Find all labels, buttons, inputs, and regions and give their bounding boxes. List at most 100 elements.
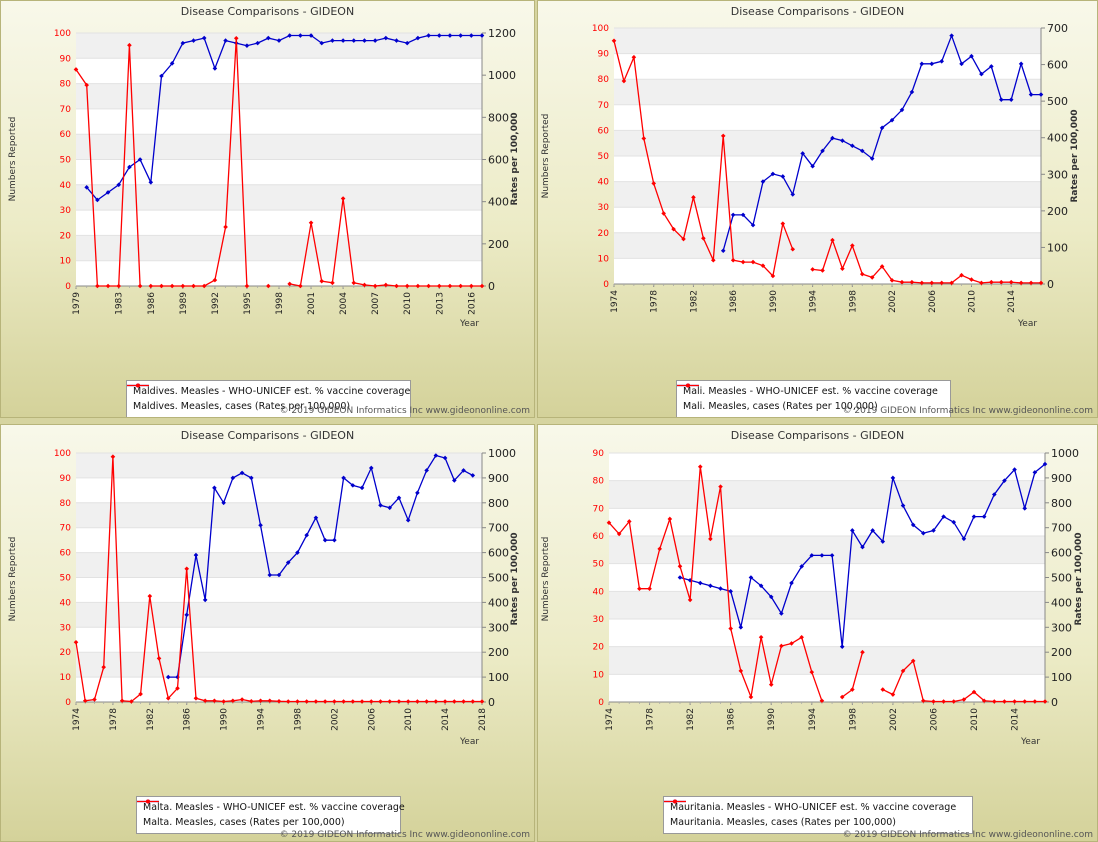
y-tick-label-left: 0 xyxy=(603,280,609,290)
data-point-1 xyxy=(981,698,987,704)
grid-band xyxy=(609,591,1045,619)
grid-band xyxy=(76,235,482,261)
data-point-0 xyxy=(452,478,457,483)
data-point-1 xyxy=(809,669,815,675)
y-tick-label-right: 500 xyxy=(1047,95,1068,108)
x-tick-label: 1986 xyxy=(727,708,737,731)
y-tick-label-left: 40 xyxy=(60,598,72,608)
chart-title: Disease Comparisons - GIDEON xyxy=(730,5,905,18)
data-point-1 xyxy=(404,283,410,289)
data-point-1 xyxy=(341,699,346,704)
data-point-0 xyxy=(351,38,357,43)
x-tick-label: 1982 xyxy=(689,290,699,313)
legend-label-red: Maldives. Measles, cases (Rates per 100,… xyxy=(133,401,351,412)
y-tick-label-right: 0 xyxy=(488,696,495,709)
data-point-1 xyxy=(931,699,936,704)
y-tick-label-left: 10 xyxy=(60,257,72,267)
y-axis-label-left: Numbers Reported xyxy=(8,536,18,622)
legend-label-blue: Malta. Measles - WHO-UNICEF est. % vacci… xyxy=(143,802,405,813)
x-tick-label: 1986 xyxy=(729,290,739,313)
legend: Malta. Measles - WHO-UNICEF est. % vacci… xyxy=(136,796,405,834)
x-tick-label: 1998 xyxy=(293,708,303,731)
data-point-1 xyxy=(1012,699,1017,704)
data-point-1 xyxy=(267,698,273,704)
data-point-0 xyxy=(201,35,207,41)
data-point-0 xyxy=(330,38,335,43)
data-point-0 xyxy=(909,89,915,95)
data-point-1 xyxy=(201,283,207,289)
data-point-0 xyxy=(426,33,431,38)
data-point-1 xyxy=(319,278,325,284)
data-point-0 xyxy=(939,58,944,64)
data-point-1 xyxy=(697,464,703,469)
y-tick-label-right: 600 xyxy=(1047,59,1068,72)
y-tick-label-right: 0 xyxy=(1051,696,1058,709)
y-axis-label-right: Rates per 100,000 xyxy=(510,532,520,626)
data-point-1 xyxy=(661,211,666,216)
x-tick-label: 1986 xyxy=(147,292,157,315)
grid-band xyxy=(614,130,1041,156)
legend-label-blue: Maldives. Measles - WHO-UNICEF est. % va… xyxy=(133,386,411,397)
grid-band xyxy=(614,28,1041,54)
y-tick-label-right: 400 xyxy=(1051,596,1072,609)
data-point-1 xyxy=(169,283,175,289)
data-point-1 xyxy=(396,699,402,704)
y-tick-label-right: 300 xyxy=(1047,168,1068,181)
data-point-1 xyxy=(850,243,855,248)
y-tick-label-right: 600 xyxy=(1051,547,1072,560)
data-point-1 xyxy=(720,133,726,139)
data-point-1 xyxy=(287,281,292,287)
x-tick-label: 1998 xyxy=(848,290,858,313)
data-point-0 xyxy=(899,107,905,113)
data-point-0 xyxy=(84,185,89,190)
data-point-1 xyxy=(180,283,186,289)
y-tick-label-right: 800 xyxy=(1051,497,1072,510)
legend-label-red: Malta. Measles, cases (Rates per 100,000… xyxy=(143,817,345,828)
y-tick-label-right: 1200 xyxy=(488,27,516,40)
data-point-1 xyxy=(941,699,946,704)
data-point-1 xyxy=(212,277,218,283)
legend-item-blue: Maldives. Measles - WHO-UNICEF est. % va… xyxy=(127,383,410,399)
data-point-0 xyxy=(697,580,703,586)
data-point-0 xyxy=(137,157,143,162)
data-point-0 xyxy=(860,544,865,550)
data-point-0 xyxy=(415,490,420,496)
data-point-1 xyxy=(1008,279,1014,285)
data-point-0 xyxy=(959,61,964,67)
data-point-0 xyxy=(202,597,208,603)
data-point-0 xyxy=(396,495,402,501)
data-point-1 xyxy=(651,181,657,186)
data-point-1 xyxy=(768,682,774,687)
data-point-1 xyxy=(728,626,733,631)
y-tick-label-left: 50 xyxy=(60,574,72,584)
legend: Mali. Measles - WHO-UNICEF est. % vaccin… xyxy=(676,380,951,417)
x-tick-label: 2006 xyxy=(929,708,939,731)
x-tick-label: 2010 xyxy=(970,708,980,731)
data-point-1 xyxy=(681,236,686,242)
chart-svg: 0102030405060708090100020040060080010001… xyxy=(54,27,516,315)
legend-label-red: Mali. Measles, cases (Rates per 100,000) xyxy=(683,401,878,412)
data-point-0 xyxy=(829,553,835,558)
data-point-1 xyxy=(330,280,335,286)
data-point-0 xyxy=(180,40,186,46)
data-point-1 xyxy=(82,698,88,704)
data-point-0 xyxy=(859,148,865,154)
y-tick-label-right: 500 xyxy=(1051,572,1072,585)
y-tick-label-left: 50 xyxy=(60,156,72,166)
data-point-1 xyxy=(789,641,794,646)
x-tick-label: 1989 xyxy=(179,292,189,315)
y-tick-label-right: 700 xyxy=(1047,22,1068,35)
data-point-0 xyxy=(969,53,974,59)
x-tick-label: 2016 xyxy=(467,292,477,315)
y-tick-label-left: 0 xyxy=(598,698,604,708)
data-point-1 xyxy=(479,699,485,704)
legend-item-red: Malta. Measles, cases (Rates per 100,000… xyxy=(137,799,394,830)
y-tick-label-right: 800 xyxy=(488,497,509,510)
data-point-1 xyxy=(405,699,411,704)
grid-band xyxy=(76,602,482,628)
data-point-0 xyxy=(372,38,378,43)
data-point-1 xyxy=(998,279,1004,285)
data-point-1 xyxy=(621,78,627,84)
data-point-1 xyxy=(92,697,97,702)
data-point-1 xyxy=(469,283,474,289)
